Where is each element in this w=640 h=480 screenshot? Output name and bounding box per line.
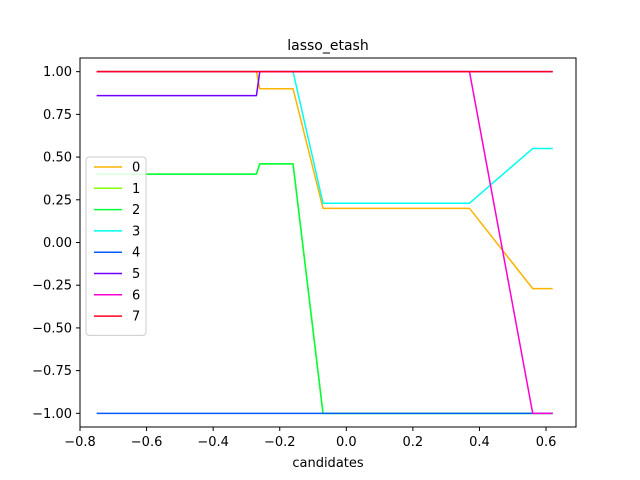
y-tick-label: 0.50 xyxy=(43,151,72,166)
series-line-5 xyxy=(96,70,553,97)
y-tick-label: 0.25 xyxy=(43,193,72,208)
x-axis: −0.8 −0.6 −0.4 −0.2 0.0 0.2 0.4 0.6 xyxy=(64,427,556,450)
y-tick-label: −0.75 xyxy=(32,364,72,379)
legend-label-3: 3 xyxy=(132,224,140,239)
legend-box xyxy=(85,156,147,336)
y-tick-label: 1.00 xyxy=(43,65,72,80)
x-tick-label: −0.8 xyxy=(64,435,96,450)
x-tick-label: 0.0 xyxy=(336,435,357,450)
legend-label-7: 7 xyxy=(132,310,140,325)
y-tick-label: 0.75 xyxy=(43,108,72,123)
x-tick-label: −0.4 xyxy=(197,435,229,450)
x-tick-label: 0.2 xyxy=(403,435,424,450)
legend-label-2: 2 xyxy=(132,203,140,218)
x-axis-label: candidates xyxy=(292,456,364,471)
x-tick-label: −0.2 xyxy=(264,435,296,450)
legend-label-6: 6 xyxy=(132,288,140,303)
legend-label-5: 5 xyxy=(132,267,140,282)
y-tick-label: −0.50 xyxy=(32,321,72,336)
y-tick-label: −1.00 xyxy=(32,407,72,422)
y-tick-label: 0.00 xyxy=(43,236,72,251)
legend-label-0: 0 xyxy=(132,161,140,176)
series-line-3 xyxy=(96,70,553,204)
series-line-1 xyxy=(96,163,553,415)
x-tick-label: 0.4 xyxy=(469,435,490,450)
y-tick-label: −0.25 xyxy=(32,279,72,294)
y-axis: 1.00 0.75 0.50 0.25 0.00 −0.25 −0.50 −0.75 −1.00 xyxy=(32,65,80,422)
legend-label-1: 1 xyxy=(132,182,140,197)
series-line-2 xyxy=(96,163,553,415)
legend: 0 1 2 3 4 5 6 7 xyxy=(85,156,147,336)
series-line-6 xyxy=(96,70,553,415)
chart-title: lasso_etash xyxy=(287,38,368,54)
series-line-0 xyxy=(96,70,553,290)
legend-label-4: 4 xyxy=(132,246,140,261)
x-tick-label: 0.6 xyxy=(536,435,557,450)
series-layer xyxy=(96,70,553,415)
x-tick-label: −0.6 xyxy=(131,435,163,450)
